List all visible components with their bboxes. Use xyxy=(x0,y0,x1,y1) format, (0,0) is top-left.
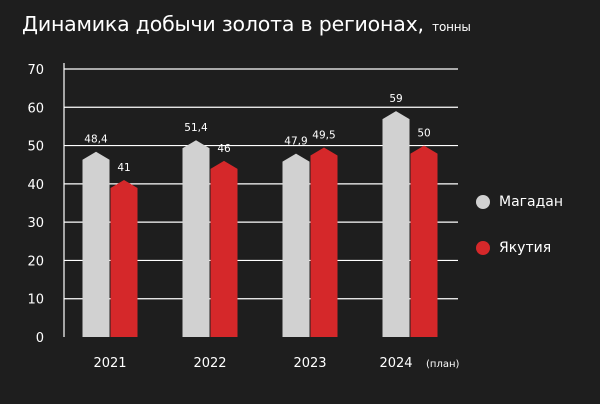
data-label: 59 xyxy=(389,93,402,105)
x-tick-label: 2024 xyxy=(379,356,412,371)
bar-yakutia-2023 xyxy=(310,147,338,337)
data-label: 51,4 xyxy=(184,122,208,134)
chart-title: Динамика добычи золота в регионах, тонны xyxy=(22,12,471,36)
y-tick-label: 70 xyxy=(27,63,44,78)
y-tick-label: 10 xyxy=(27,293,44,308)
bar-yakutia-2021 xyxy=(110,180,138,337)
legend-item-magadan: Магадан xyxy=(476,192,563,212)
legend-item-yakutia: Якутия xyxy=(476,238,563,258)
bar-magadan-2021 xyxy=(82,151,110,337)
bar-magadan-2023 xyxy=(282,153,310,337)
y-tick-label: 0 xyxy=(36,331,44,346)
bar-yakutia-2024 xyxy=(410,145,438,337)
y-tick-label: 50 xyxy=(27,140,44,155)
chart-title-text: Динамика добычи золота в регионах, xyxy=(22,12,424,36)
bar-magadan-2024 xyxy=(382,111,410,337)
x-tick-label: 2023 xyxy=(293,356,326,371)
data-label: 49,5 xyxy=(312,129,335,141)
y-tick-label: 40 xyxy=(27,178,44,193)
chart-title-unit: тонны xyxy=(432,20,471,34)
data-label: 47,9 xyxy=(284,136,307,148)
data-label: 41 xyxy=(117,162,130,174)
x-tick-label: 2022 xyxy=(193,356,226,371)
data-label: 46 xyxy=(217,143,231,155)
bar-yakutia-2022 xyxy=(210,160,238,337)
x-tick-note: (план) xyxy=(426,359,459,370)
data-label: 50 xyxy=(417,128,430,140)
y-tick-label: 20 xyxy=(27,254,44,269)
legend-swatch-magadan xyxy=(476,195,490,209)
bar-magadan-2022 xyxy=(182,140,210,337)
x-tick-label: 2021 xyxy=(93,356,126,371)
y-tick-label: 60 xyxy=(27,101,44,116)
legend-label-yakutia: Якутия xyxy=(499,240,552,256)
legend: Магадан Якутия xyxy=(476,192,563,284)
legend-swatch-yakutia xyxy=(476,241,490,255)
data-label: 48,4 xyxy=(84,134,108,146)
y-tick-label: 30 xyxy=(27,216,44,231)
legend-label-magadan: Магадан xyxy=(499,194,564,210)
